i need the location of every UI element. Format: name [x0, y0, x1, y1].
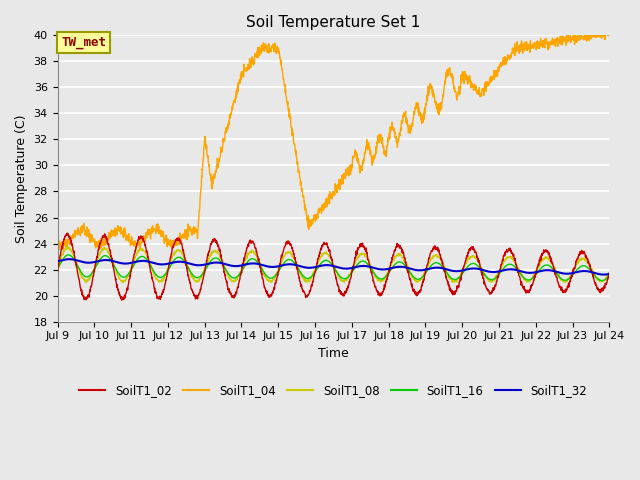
Y-axis label: Soil Temperature (C): Soil Temperature (C): [15, 114, 28, 243]
Text: TW_met: TW_met: [61, 36, 106, 49]
X-axis label: Time: Time: [318, 347, 349, 360]
Title: Soil Temperature Set 1: Soil Temperature Set 1: [246, 15, 420, 30]
Legend: SoilT1_02, SoilT1_04, SoilT1_08, SoilT1_16, SoilT1_32: SoilT1_02, SoilT1_04, SoilT1_08, SoilT1_…: [75, 379, 592, 402]
